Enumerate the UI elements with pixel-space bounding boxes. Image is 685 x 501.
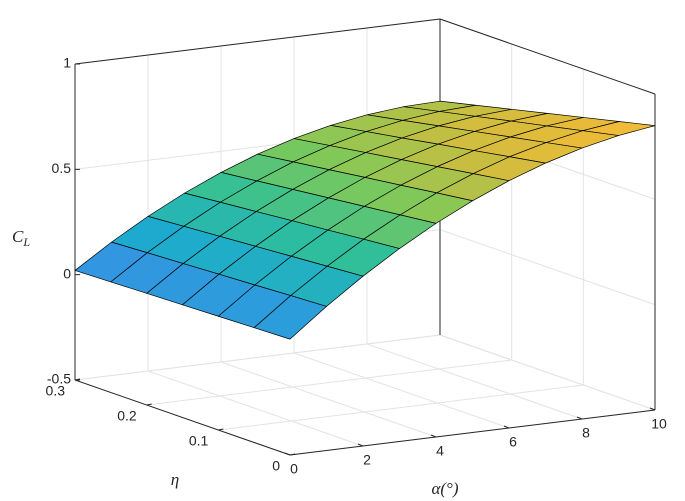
y-axis-label: η (171, 470, 179, 489)
grid-line (147, 370, 364, 447)
x-tick (357, 443, 364, 447)
z-tick-label: -0.5 (47, 371, 71, 387)
grid-line (218, 384, 584, 431)
grid-line (146, 359, 512, 406)
surface (74, 100, 656, 340)
z-tick-label: 0 (63, 265, 71, 281)
y-tick (74, 378, 81, 381)
y-tick (289, 453, 296, 456)
y-tick-label: 0.1 (189, 433, 209, 449)
y-tick (146, 403, 152, 406)
x-axis-label: α(°) (431, 479, 458, 498)
x-tick-label: 6 (509, 434, 517, 450)
z-label-sub: L (22, 235, 30, 249)
x-tick-label: 0 (290, 461, 298, 477)
x-tick-label: 4 (436, 443, 444, 459)
box-edge (439, 18, 656, 95)
y-tick (218, 428, 224, 431)
z-tick-label: 1 (63, 55, 71, 71)
x-tick (503, 425, 510, 429)
y-tick-label: 0.2 (117, 408, 137, 424)
grid-line (366, 343, 583, 420)
x-tick (284, 452, 291, 456)
x-tick (430, 434, 437, 438)
box-edge (74, 379, 291, 456)
x-tick (576, 416, 583, 420)
grid-line (293, 352, 510, 429)
grid-line (439, 229, 656, 306)
grid-line (220, 361, 437, 438)
x-tick (649, 407, 656, 411)
x-tick-label: 2 (363, 452, 371, 468)
x-tick-label: 10 (651, 416, 667, 432)
surface-patch (253, 295, 327, 340)
z-axis-label: CL (12, 227, 30, 249)
z-tick-label: 0.5 (52, 160, 72, 176)
y-tick-label: 0 (272, 458, 280, 474)
box-edge (74, 18, 441, 65)
grid-line (439, 334, 656, 411)
box-edge (289, 409, 656, 456)
y-tick-label: 0.3 (46, 383, 66, 399)
grid-line (74, 334, 441, 381)
x-tick-label: 8 (582, 425, 590, 441)
z-label-base: C (12, 227, 24, 246)
